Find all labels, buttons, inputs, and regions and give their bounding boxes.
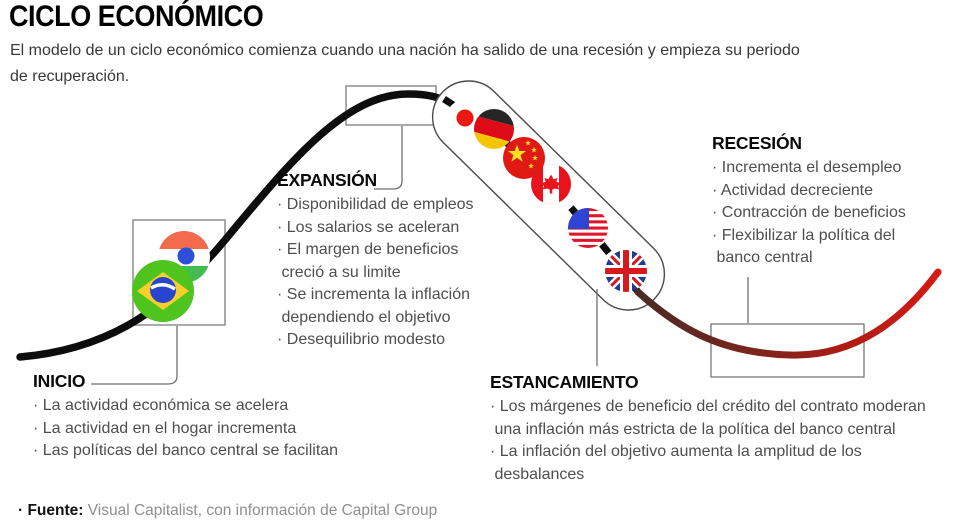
bullet-item: · Incrementa el desempleo (712, 159, 902, 176)
germany-flag-icon (474, 109, 514, 149)
bullet-item: · La inflación del objetivo aumenta la a… (490, 443, 862, 483)
bullet-item: · Flexibilizar la política del banco cen… (712, 226, 896, 267)
china-flag-icon (503, 137, 545, 179)
inicio-connector (91, 326, 178, 385)
section-items-estancamiento: · Los márgenes de beneficio del crédito … (490, 396, 926, 486)
bullet-item: · Contracción de beneficios (712, 204, 906, 221)
bullet-item: · Disponibilidad de empleos (277, 196, 474, 213)
bullet-item: · La actividad en el hogar incrementa (33, 419, 297, 437)
bullet-item: · Desequilibrio modesto (277, 331, 446, 348)
section-heading-estancamiento: ESTANCAMIENTO (490, 372, 639, 392)
section-items-recesion: · Incrementa el desempleo · Actividad de… (712, 157, 906, 270)
bullet-item: · Actividad decreciente (712, 181, 873, 199)
section-inicio: INICIO · La actividad económica se acele… (33, 371, 338, 463)
section-items-inicio: · La actividad económica se acelera · La… (33, 395, 338, 463)
source-text: Visual Capitalist, con información de Ca… (83, 502, 438, 519)
bullet-item: · El margen de beneficios creció a su li… (277, 241, 459, 281)
section-items-expansion: · Disponibilidad de empleos · Los salari… (277, 194, 474, 352)
section-heading-recesion: RECESIÓN (712, 133, 802, 153)
bullet-item: · Los salarios se aceleran (277, 218, 460, 236)
section-estancamiento: ESTANCAMIENTO · Los márgenes de benefici… (490, 372, 926, 486)
subtitle: El modelo de un ciclo económico comienza… (10, 42, 800, 85)
brazil-flag-icon (132, 260, 194, 322)
bullet-item: · Se incrementa la inflación dependiendo… (277, 286, 470, 326)
bullet-item: · La actividad económica se acelera (33, 397, 289, 414)
section-heading-expansion: EXPANSIÓN (277, 170, 377, 190)
cycle-curve-growth (16, 90, 456, 361)
source-label: · Fuente: (18, 502, 84, 519)
expansion-connector (374, 126, 403, 190)
section-heading-inicio: INICIO (33, 371, 86, 391)
page-title: CICLO ECONÓMICO (9, 0, 264, 33)
bullet-item: · Los márgenes de beneficio del crédito … (490, 398, 926, 438)
source-line: · Fuente: Visual Capitalist, con informa… (18, 502, 437, 520)
bullet-item: · Las políticas del banco central se fac… (33, 442, 339, 459)
section-expansion: EXPANSIÓN · Disponibilidad de empleos · … (277, 170, 474, 352)
canada-flag-icon (531, 164, 571, 204)
uk-flag-icon (605, 250, 647, 292)
section-recesion: RECESIÓN · Incrementa el desempleo · Act… (712, 133, 906, 270)
cycle-curve-recession (634, 268, 942, 359)
usa-flag-icon (568, 208, 608, 248)
